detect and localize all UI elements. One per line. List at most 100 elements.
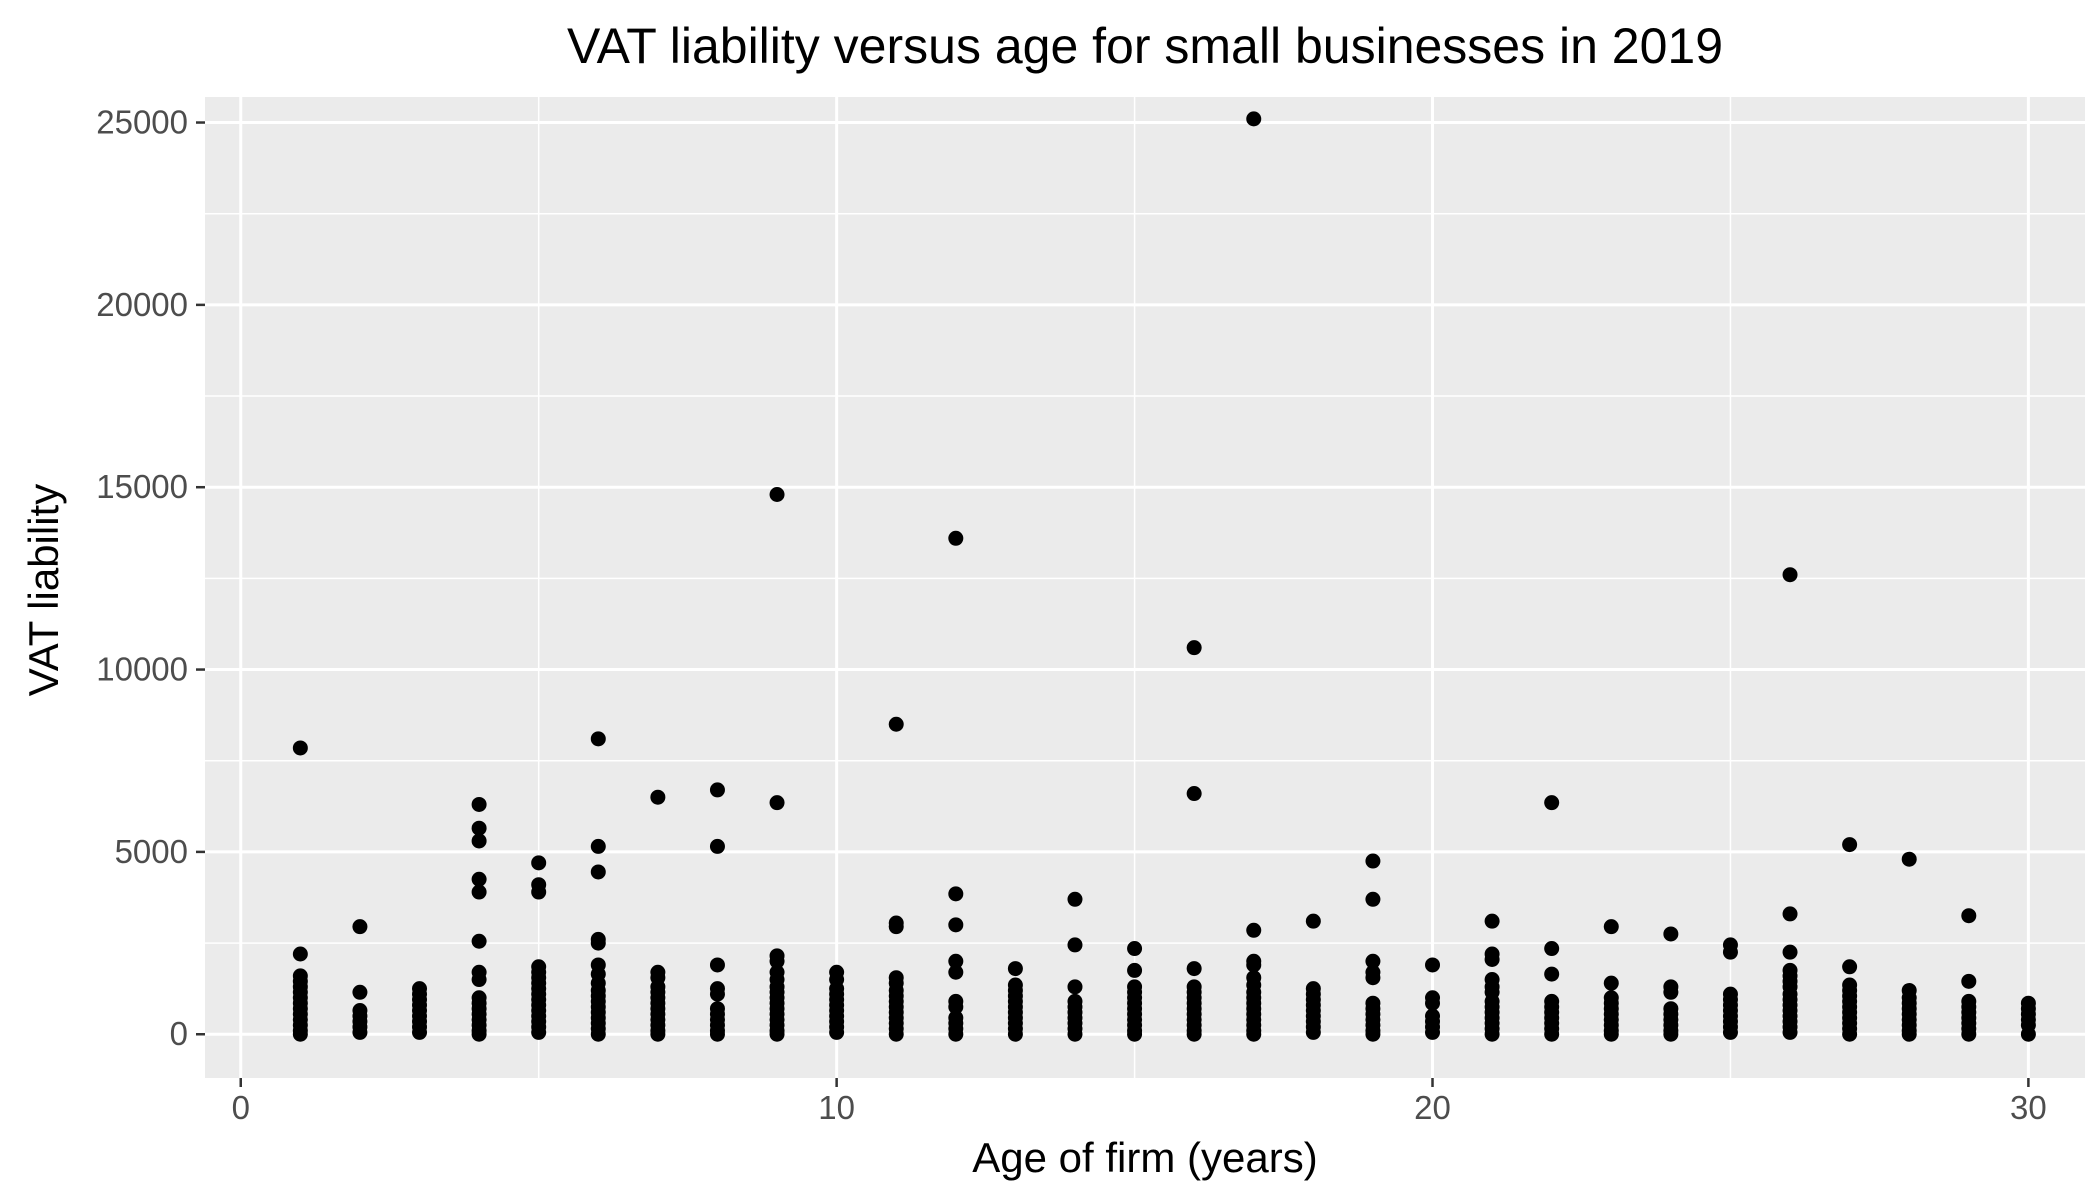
data-point <box>1246 922 1262 938</box>
data-point <box>1425 1024 1441 1040</box>
x-tick-label: 10 <box>818 1089 855 1126</box>
data-point <box>769 953 785 969</box>
data-point <box>1365 891 1381 907</box>
data-point <box>352 984 368 1000</box>
data-point <box>531 1024 547 1040</box>
y-tick-label: 20000 <box>96 286 188 323</box>
data-point <box>1067 979 1083 995</box>
data-point <box>1782 944 1798 960</box>
data-point <box>531 884 547 900</box>
data-point <box>1484 951 1500 967</box>
data-point <box>1842 1026 1858 1042</box>
data-point <box>888 716 904 732</box>
data-point <box>1544 1026 1560 1042</box>
data-point <box>1663 1026 1679 1042</box>
y-axis-ticks <box>196 121 205 1036</box>
data-point <box>471 1026 487 1042</box>
data-point <box>1782 1024 1798 1040</box>
data-point <box>709 838 725 854</box>
data-point <box>1842 959 1858 975</box>
data-point <box>769 487 785 503</box>
data-point <box>1305 1024 1321 1040</box>
data-point <box>1961 1026 1977 1042</box>
y-axis-tick-labels: 0 5000 10000 15000 20000 25000 <box>96 104 188 1053</box>
data-point <box>1127 1026 1143 1042</box>
x-tick-label: 20 <box>1414 1089 1451 1126</box>
data-point <box>590 838 606 854</box>
data-point <box>1246 957 1262 973</box>
data-point <box>709 1026 725 1042</box>
data-point <box>1127 962 1143 978</box>
y-tick-label: 0 <box>170 1015 188 1052</box>
data-point <box>590 864 606 880</box>
data-point <box>948 999 964 1015</box>
data-point <box>1901 851 1917 867</box>
data-point <box>292 946 308 962</box>
data-point <box>412 1024 428 1040</box>
y-tick-label: 25000 <box>96 104 188 141</box>
data-point <box>1961 973 1977 989</box>
data-point <box>471 884 487 900</box>
data-point <box>1722 944 1738 960</box>
data-point <box>709 957 725 973</box>
data-point <box>471 833 487 849</box>
data-point <box>1425 995 1441 1011</box>
data-point <box>471 972 487 988</box>
data-point <box>1425 957 1441 973</box>
data-point <box>1842 837 1858 853</box>
data-point <box>1365 953 1381 969</box>
data-point <box>948 530 964 546</box>
data-point <box>2020 1026 2036 1042</box>
y-tick-label: 5000 <box>115 833 188 870</box>
data-point <box>888 1026 904 1042</box>
data-point <box>1186 786 1202 802</box>
data-point <box>292 1026 308 1042</box>
plot-panel <box>205 97 2085 1078</box>
data-point <box>1365 853 1381 869</box>
data-point <box>1544 795 1560 811</box>
data-point <box>1663 926 1679 942</box>
data-point <box>1603 919 1619 935</box>
data-point <box>948 953 964 969</box>
chart-title: VAT liability versus age for small busin… <box>567 18 1723 74</box>
data-point <box>471 871 487 887</box>
data-point <box>1782 567 1798 583</box>
minor-gridlines <box>205 97 2085 1078</box>
data-point <box>709 986 725 1002</box>
data-point <box>1007 961 1023 977</box>
data-point <box>292 740 308 756</box>
y-tick-label: 10000 <box>96 651 188 688</box>
data-point <box>1067 1026 1083 1042</box>
data-point <box>352 919 368 935</box>
y-axis-title: VAT liability <box>20 484 67 696</box>
data-point <box>1246 1026 1262 1042</box>
data-point <box>1186 1026 1202 1042</box>
data-point <box>1484 1026 1500 1042</box>
data-point <box>709 782 725 798</box>
x-tick-label: 30 <box>2010 1089 2047 1126</box>
x-tick-label: 0 <box>232 1089 250 1126</box>
data-point <box>1901 1026 1917 1042</box>
data-point <box>1544 966 1560 982</box>
data-point <box>948 1026 964 1042</box>
data-point <box>829 1024 845 1040</box>
data-point <box>471 796 487 812</box>
data-point <box>769 795 785 811</box>
data-point <box>471 933 487 949</box>
data-point <box>352 1024 368 1040</box>
x-axis-title: Age of firm (years) <box>972 1134 1317 1181</box>
data-point <box>1365 970 1381 986</box>
data-point <box>1544 941 1560 957</box>
data-point <box>1663 984 1679 1000</box>
data-point <box>769 1026 785 1042</box>
data-point <box>1067 891 1083 907</box>
data-point <box>1722 1024 1738 1040</box>
data-point <box>1603 975 1619 991</box>
data-point <box>948 886 964 902</box>
data-point <box>1186 640 1202 656</box>
data-point <box>948 964 964 980</box>
data-point <box>471 820 487 836</box>
data-point <box>590 1026 606 1042</box>
